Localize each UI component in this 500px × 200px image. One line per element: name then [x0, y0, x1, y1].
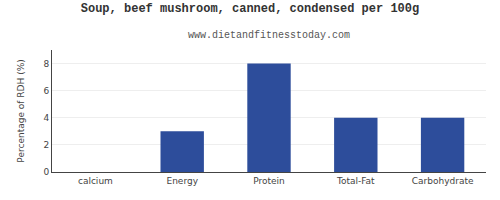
svg-text:4: 4 [43, 113, 49, 123]
svg-text:2: 2 [43, 140, 49, 150]
svg-text:Energy: Energy [166, 176, 198, 186]
svg-text:6: 6 [43, 86, 49, 96]
svg-text:Percentage of RDH (%): Percentage of RDH (%) [16, 59, 26, 162]
svg-text:Carbohydrate: Carbohydrate [412, 176, 474, 186]
svg-text:Protein: Protein [253, 176, 285, 186]
svg-text:calcium: calcium [78, 176, 113, 186]
svg-text:www.dietandfitnesstoday.com: www.dietandfitnesstoday.com [188, 30, 350, 41]
svg-text:Total-Fat: Total-Fat [336, 176, 375, 186]
svg-text:8: 8 [43, 59, 49, 69]
svg-text:0: 0 [43, 167, 49, 177]
svg-text:Soup, beef mushroom, canned, c: Soup, beef mushroom, canned, condensed p… [81, 2, 419, 16]
